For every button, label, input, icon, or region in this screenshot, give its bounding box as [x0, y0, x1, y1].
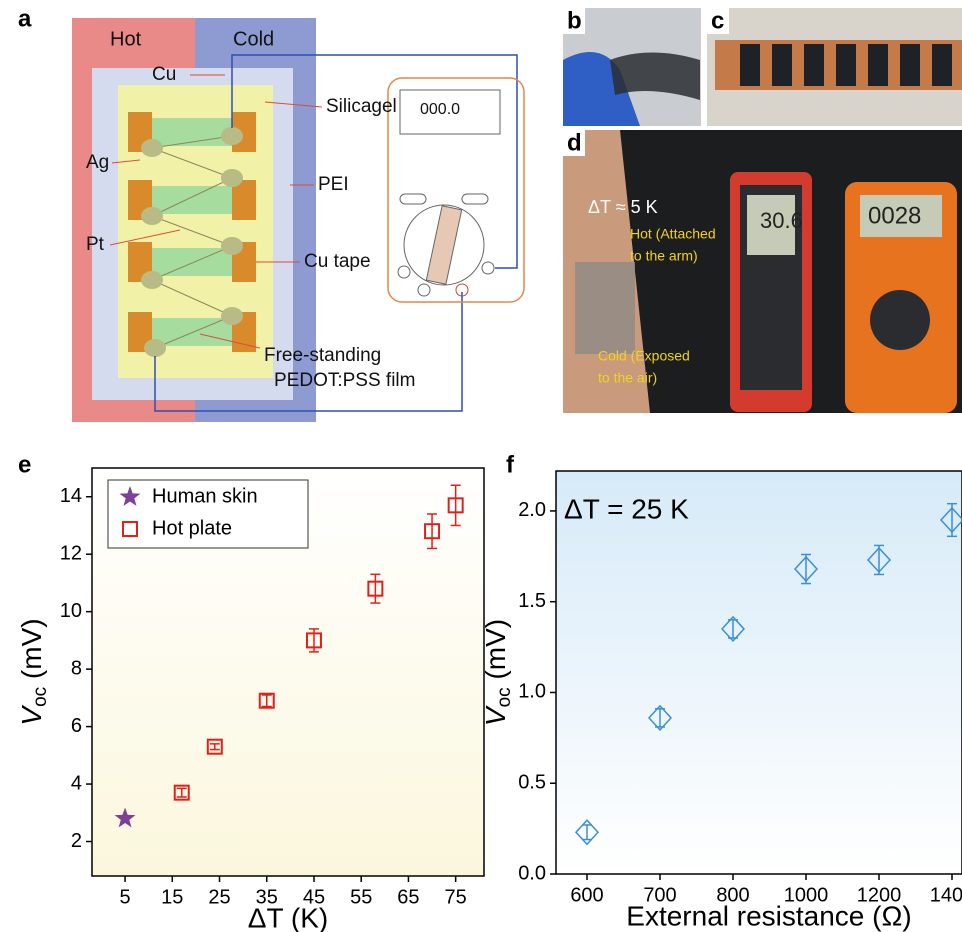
- y-tick-label: 0.0: [518, 862, 546, 884]
- label: Cu tape: [304, 251, 371, 272]
- y-axis-label-part: (mV): [16, 618, 47, 686]
- y-tick-label: 12: [60, 542, 82, 564]
- x-tick-label: 65: [397, 886, 419, 908]
- y-tick-label: 14: [60, 485, 82, 507]
- hot-label: Hot: [110, 28, 142, 50]
- label: PEDOT:PSS film: [274, 370, 415, 391]
- label: Cu: [152, 64, 176, 85]
- label: Free-standing: [264, 345, 381, 366]
- y-axis-label: Voc (mV): [16, 618, 51, 725]
- multimeter-display: 0028: [868, 202, 921, 229]
- y-tick-label: 4: [71, 772, 82, 794]
- panel-label: e: [18, 451, 31, 478]
- schematic: 000.0 Hot Cold Cu Silicagel Ag PEI Pt Cu…: [72, 18, 524, 422]
- y-tick-label: 1.5: [518, 590, 546, 612]
- photo-annotation: Hot (Attached: [630, 226, 716, 242]
- label: PEI: [318, 174, 349, 195]
- annotation: ΔT = 25 K: [564, 493, 689, 524]
- photo-annotation: to the air): [598, 370, 657, 386]
- y-tick-label: 2.0: [518, 499, 546, 521]
- x-tick-label: 15: [161, 886, 183, 908]
- y-axis-label-part: oc: [30, 687, 51, 707]
- y-tick-label: 2: [71, 830, 82, 852]
- x-tick-label: 75: [445, 886, 467, 908]
- label: Pt: [86, 234, 105, 255]
- panel-label: b: [567, 7, 582, 34]
- panel-label: c: [711, 7, 724, 34]
- x-axis-label: ΔT (K): [248, 902, 328, 932]
- x-tick-label: 1400: [930, 884, 962, 906]
- y-tick-label: 1.0: [518, 681, 546, 703]
- photo-annotation: to the arm): [630, 248, 698, 264]
- y-tick-label: 6: [71, 715, 82, 737]
- x-tick-label: 600: [570, 884, 603, 906]
- x-tick-label: 5: [119, 886, 130, 908]
- y-axis-label-part: oc: [494, 687, 515, 707]
- label: Ag: [86, 152, 109, 173]
- y-tick-label: 8: [71, 657, 82, 679]
- photo-annotation: ΔT ≈ 5 K: [588, 197, 658, 217]
- legend-label: Human skin: [152, 485, 258, 507]
- label: Silicagel: [326, 96, 397, 117]
- y-tick-label: 0.5: [518, 772, 546, 794]
- y-axis-label: Voc (mV): [480, 619, 515, 726]
- photo-annotation: Cold (Exposed: [598, 348, 690, 364]
- x-tick-label: 25: [208, 886, 230, 908]
- meter-display: 000.0: [420, 101, 460, 118]
- panel-label: f: [506, 451, 515, 478]
- legend-label: Hot plate: [152, 517, 232, 539]
- y-tick-label: 10: [60, 600, 82, 622]
- plot-background: [556, 471, 962, 874]
- thermometer-display: 30.6: [760, 208, 803, 233]
- figure: 000.0 Hot Cold Cu Silicagel Ag PEI Pt Cu…: [0, 0, 962, 932]
- x-axis-label: External resistance (Ω): [626, 900, 911, 931]
- panel-label: d: [567, 129, 582, 156]
- photo-c: [707, 8, 962, 126]
- panel-label: a: [18, 5, 32, 32]
- x-tick-label: 55: [350, 886, 372, 908]
- y-axis-label-part: (mV): [480, 619, 511, 687]
- cold-label: Cold: [233, 28, 274, 50]
